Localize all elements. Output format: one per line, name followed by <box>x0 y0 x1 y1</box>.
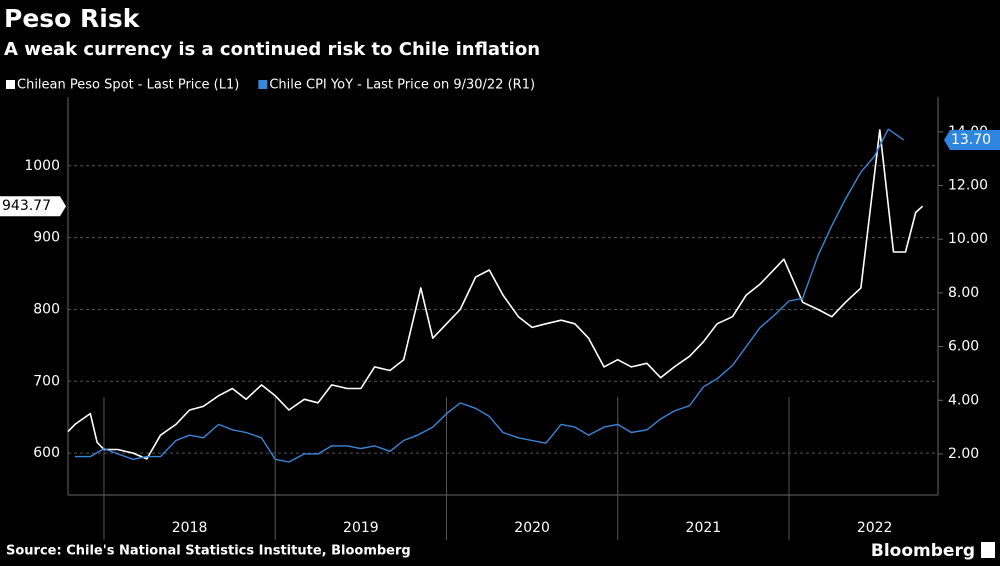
y2-tick-label: 8.00 <box>948 285 979 301</box>
x-tick-label: 2018 <box>172 520 208 536</box>
series-line <box>74 128 905 463</box>
y-tick-label: 600 <box>33 445 60 461</box>
y-tick-label: 800 <box>33 301 60 317</box>
y2-tick-label: 6.00 <box>948 339 979 355</box>
last-price-label: 13.70 <box>951 132 991 148</box>
last-price-badge <box>0 196 66 217</box>
y-tick-label: 700 <box>33 373 60 389</box>
series-line <box>67 129 924 460</box>
source: Source: Chile's National Statistics Inst… <box>6 544 411 559</box>
y2-tick-label: 2.00 <box>948 446 979 462</box>
brand: Bloomberg <box>871 541 975 561</box>
y2-tick-label: 10.00 <box>948 231 988 247</box>
x-tick-label: 2021 <box>686 520 722 536</box>
brand-icon <box>981 542 995 558</box>
legend-label: Chilean Peso Spot - Last Price (L1) <box>17 78 239 93</box>
legend-swatch <box>6 80 15 89</box>
legend-label: Chile CPI YoY - Last Price on 9/30/22 (R… <box>269 78 535 93</box>
last-price-badge <box>944 129 1000 150</box>
chart-title: Peso Risk <box>4 4 141 33</box>
chart-subtitle: A weak currency is a continued risk to C… <box>4 39 540 60</box>
last-price-label: 943.77 <box>2 198 51 214</box>
y-tick-label: 900 <box>33 230 60 246</box>
y-tick-label: 1000 <box>24 158 60 174</box>
x-tick-label: 2019 <box>343 520 379 536</box>
y2-tick-label: 12.00 <box>948 178 988 194</box>
x-tick-label: 2020 <box>514 520 550 536</box>
legend-swatch <box>258 80 268 89</box>
y2-tick-label: 4.00 <box>948 392 979 408</box>
x-tick-label: 2022 <box>857 520 893 536</box>
